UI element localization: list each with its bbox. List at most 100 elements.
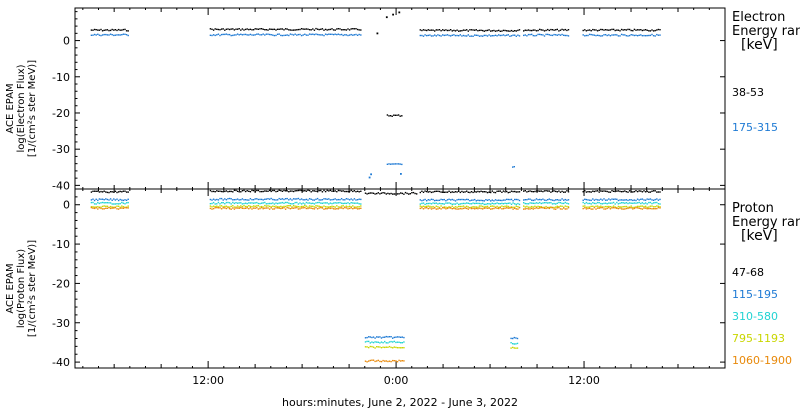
data-point: [366, 340, 368, 343]
data-point: [106, 205, 109, 207]
data-point: [429, 29, 431, 31]
data-point: [582, 201, 584, 204]
data-point: [108, 34, 110, 36]
data-point: [121, 199, 123, 201]
data-point: [264, 204, 266, 207]
data-point: [649, 207, 652, 210]
data-point: [480, 190, 482, 192]
data-point: [563, 202, 565, 205]
data-point: [111, 191, 113, 193]
data-point: [281, 28, 284, 30]
data-point: [646, 34, 648, 37]
data-point: [553, 29, 555, 31]
data-point: [227, 198, 229, 200]
data-point: [608, 191, 610, 193]
data-point: [246, 205, 248, 208]
data-point: [97, 33, 99, 35]
data-point: [442, 199, 444, 201]
data-point: [585, 201, 588, 204]
data-point: [509, 206, 511, 208]
data-point: [270, 206, 272, 208]
data-point: [527, 203, 530, 205]
data-point: [323, 208, 325, 210]
data-point: [339, 189, 341, 192]
data-point: [529, 208, 531, 210]
data-point: [466, 35, 468, 37]
data-point: [122, 202, 125, 204]
data-point: [220, 197, 223, 200]
data-point: [119, 206, 121, 208]
data-point: [240, 33, 242, 35]
data-point: [124, 190, 126, 192]
data-point: [478, 207, 481, 209]
data-point: [526, 35, 528, 37]
data-point: [111, 199, 113, 201]
data-point: [243, 189, 245, 192]
data-point: [316, 208, 319, 210]
data-point: [93, 207, 96, 210]
data-point: [270, 34, 272, 36]
data-point: [369, 359, 371, 362]
data-point: [252, 202, 255, 204]
data-point: [400, 342, 402, 344]
data-point: [124, 199, 126, 201]
data-point: [318, 189, 320, 192]
data-point: [315, 190, 317, 192]
data-point: [310, 198, 312, 200]
data-point: [217, 33, 220, 35]
series-175-315: [90, 33, 661, 179]
data-point: [458, 190, 460, 192]
data-point: [360, 207, 362, 209]
data-point: [344, 34, 346, 36]
data-point: [604, 190, 607, 192]
data-point: [509, 207, 511, 209]
data-point: [294, 201, 296, 204]
data-point: [512, 202, 514, 204]
data-point: [641, 198, 644, 200]
data-point: [300, 203, 303, 205]
data-point: [281, 34, 284, 37]
data-point: [371, 192, 373, 194]
data-point: [216, 190, 218, 192]
data-point: [324, 206, 327, 208]
data-point: [654, 206, 656, 208]
data-point: [510, 35, 513, 37]
data-point: [403, 336, 405, 339]
data-point: [116, 191, 118, 194]
data-point: [249, 198, 252, 200]
data-point: [300, 205, 303, 208]
data-point: [321, 202, 324, 204]
data-point: [516, 342, 519, 345]
data-point: [512, 190, 514, 193]
data-point: [275, 29, 277, 31]
data-point: [469, 207, 471, 209]
data-point: [467, 34, 469, 36]
data-point: [302, 34, 304, 36]
data-point: [320, 34, 322, 36]
data-point: [443, 198, 445, 201]
data-point: [641, 202, 644, 204]
data-point: [280, 207, 282, 210]
data-point: [467, 202, 469, 204]
data-point: [459, 205, 461, 208]
data-point: [638, 205, 640, 208]
data-point: [122, 207, 125, 209]
data-point: [515, 198, 517, 201]
data-point: [442, 29, 444, 31]
data-point: [114, 190, 117, 192]
data-point: [387, 346, 389, 348]
data-point: [547, 199, 549, 201]
data-point: [296, 205, 298, 208]
data-point: [236, 33, 239, 35]
data-point: [558, 30, 560, 32]
data-point: [273, 34, 276, 37]
data-point: [315, 27, 317, 30]
data-point: [628, 34, 631, 37]
data-point: [616, 207, 618, 209]
data-point: [542, 34, 544, 36]
y-axis-label: ACE EPAM log(Electron Flux) [1/(cm²s ster …: [5, 60, 38, 157]
data-point: [611, 198, 613, 200]
data-point: [398, 336, 400, 338]
data-point: [454, 30, 457, 32]
data-point: [348, 34, 351, 36]
